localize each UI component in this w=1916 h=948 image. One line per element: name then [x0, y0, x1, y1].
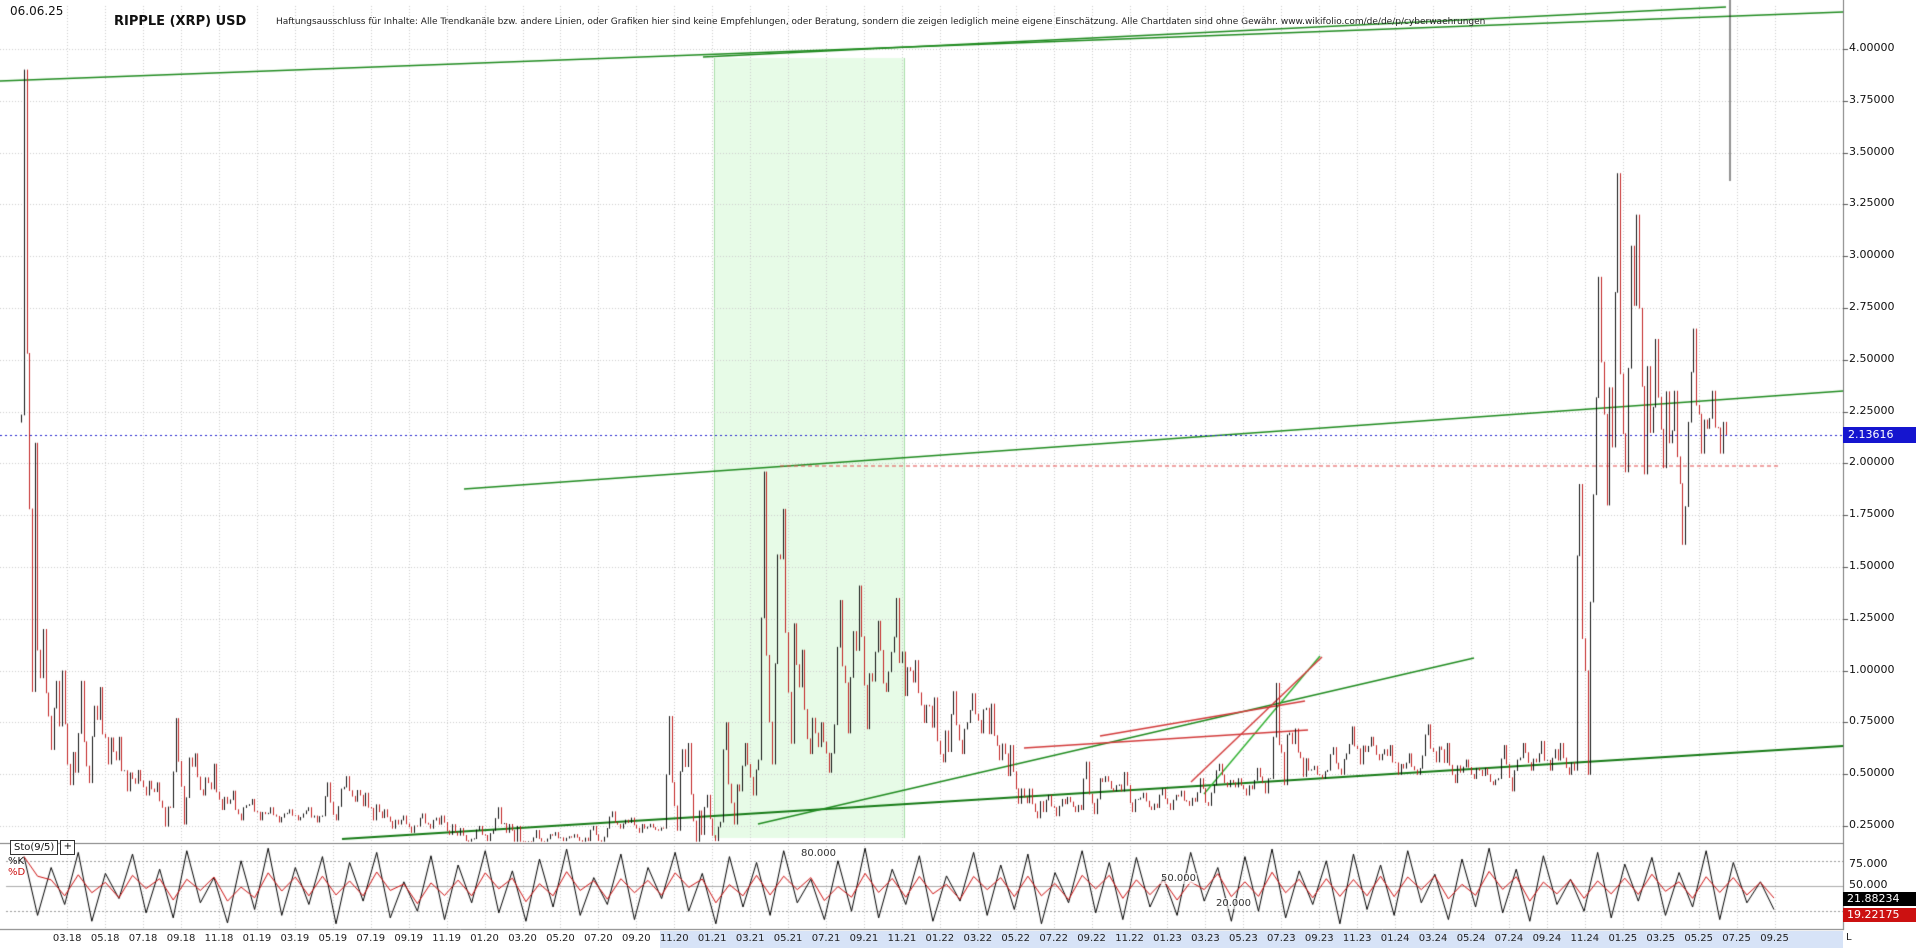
price-axis-label: 4.00000 — [1849, 40, 1895, 54]
x-axis-label: 11.19 — [432, 933, 461, 944]
x-axis-label: 09.20 — [622, 933, 651, 944]
price-axis-label: 3.00000 — [1849, 248, 1895, 262]
stochastic-d-value: 19.22175 — [1843, 908, 1916, 922]
x-axis-label: 07.24 — [1494, 933, 1524, 944]
x-axis-label: 05.18 — [90, 933, 120, 944]
x-axis-label: 09.19 — [394, 933, 423, 944]
price-axis-label: 2.75000 — [1849, 299, 1895, 313]
price-axis-label: 0.75000 — [1849, 714, 1895, 728]
x-axis-label: 11.21 — [887, 933, 917, 944]
stochastic-level-20-label: 20.000 — [1215, 898, 1252, 909]
price-axis-label: 2.00000 — [1849, 455, 1895, 469]
x-axis-label: 05.19 — [318, 933, 348, 944]
current-price-tag: 2.13616 — [1843, 427, 1916, 444]
price-axis-label: 0.25000 — [1849, 817, 1895, 831]
disclaimer-text: Haftungsausschluss für Inhalte: Alle Tre… — [276, 17, 1486, 27]
x-axis-label: 07.19 — [356, 933, 386, 944]
chart-date: 06.06.25 — [10, 4, 64, 18]
x-axis-label: 05.20 — [546, 933, 575, 944]
stochastic-indicator-button[interactable]: Sto(9/5) — [10, 840, 59, 855]
indicator-expand-icon[interactable]: + — [60, 840, 76, 855]
stochastic-k-value: 21.88234 — [1843, 892, 1916, 906]
x-axis-label: 03.25 — [1646, 933, 1676, 944]
x-axis-label: 03.22 — [963, 933, 993, 944]
x-axis-label: 03.23 — [1191, 933, 1220, 944]
stochastic-level-50-label: 50.000 — [1160, 873, 1197, 884]
x-axis-label: 01.22 — [925, 933, 955, 944]
x-axis-label: 07.20 — [584, 933, 613, 944]
price-axis-label: 1.50000 — [1849, 558, 1895, 572]
x-axis-label: 11.24 — [1570, 933, 1600, 944]
oscillator-axis-label-50: 50.000 — [1849, 878, 1888, 891]
stochastic-d-label: %D — [8, 867, 26, 878]
x-axis-label: 05.24 — [1456, 933, 1486, 944]
price-axis-label: 3.75000 — [1849, 92, 1895, 106]
price-axis-label: 0.50000 — [1849, 766, 1895, 780]
x-axis-label: 11.20 — [659, 933, 689, 944]
scale-linear-button[interactable]: L — [1846, 932, 1852, 943]
stochastic-k-label: %K — [8, 856, 25, 867]
x-axis-label: 09.24 — [1532, 933, 1562, 944]
x-axis-label: 05.25 — [1684, 933, 1713, 944]
x-axis-label: 11.18 — [204, 933, 234, 944]
price-axis-label: 3.50000 — [1849, 144, 1895, 158]
x-axis-label: 03.24 — [1418, 933, 1448, 944]
x-axis-label: 03.21 — [735, 933, 765, 944]
oscillator-header: Sto(9/5) + — [10, 840, 76, 855]
x-axis-label: 01.23 — [1153, 933, 1182, 944]
x-axis-label: 11.22 — [1115, 933, 1144, 944]
x-axis-label: 01.20 — [470, 933, 499, 944]
x-axis-label: 01.19 — [242, 933, 272, 944]
price-axis-label: 1.00000 — [1849, 662, 1895, 676]
x-axis-label: 01.24 — [1380, 933, 1410, 944]
x-axis-label: 05.22 — [1001, 933, 1031, 944]
x-axis-label: 09.25 — [1760, 933, 1789, 944]
chart-title: RIPPLE (XRP) USD — [114, 14, 247, 29]
x-axis-label: 09.21 — [849, 933, 879, 944]
stochastic-level-80-label: 80.000 — [800, 848, 837, 859]
x-axis-label: 09.22 — [1077, 933, 1106, 944]
x-axis-label: 09.18 — [166, 933, 196, 944]
x-axis-label: 11.23 — [1342, 933, 1372, 944]
price-axis-label: 2.25000 — [1849, 403, 1895, 417]
price-axis-label: 2.50000 — [1849, 351, 1895, 365]
price-axis-label: 1.75000 — [1849, 507, 1895, 521]
x-axis-label: 03.18 — [52, 933, 82, 944]
x-axis-label: 03.19 — [280, 933, 310, 944]
x-axis-label: 07.18 — [128, 933, 158, 944]
x-axis-label: 09.23 — [1304, 933, 1334, 944]
x-axis-label: 03.20 — [508, 933, 537, 944]
x-axis-label: 01.25 — [1608, 933, 1638, 944]
x-axis-label: 07.22 — [1039, 933, 1068, 944]
x-axis-label: 07.23 — [1266, 933, 1296, 944]
x-axis-label: 05.23 — [1229, 933, 1258, 944]
x-axis-label: 05.21 — [773, 933, 803, 944]
x-axis-label: 07.25 — [1722, 933, 1751, 944]
price-axis-label: 3.25000 — [1849, 196, 1895, 210]
oscillator-axis-label-75: 75.000 — [1849, 857, 1888, 870]
x-axis-label: 01.21 — [697, 933, 727, 944]
price-axis-label: 1.25000 — [1849, 610, 1895, 624]
x-axis-label: 07.21 — [811, 933, 841, 944]
